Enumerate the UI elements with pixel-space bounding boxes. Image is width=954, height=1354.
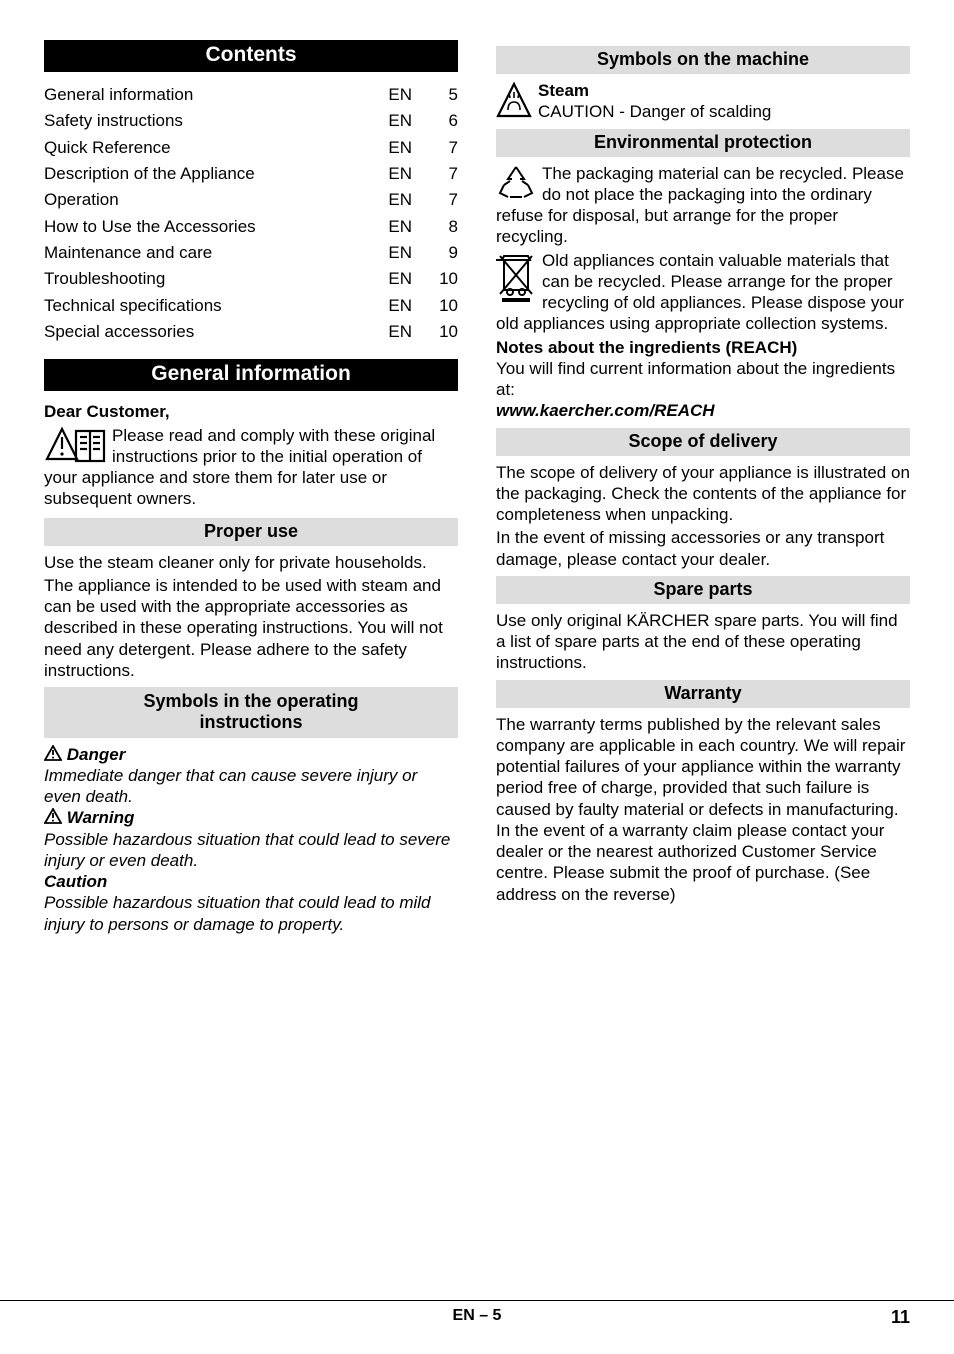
toc-row: Quick ReferenceEN7: [44, 135, 458, 161]
danger-label: Danger: [67, 745, 126, 764]
caution-body: Possible hazardous situation that could …: [44, 892, 458, 935]
env-p1: The packaging material can be recycled. …: [496, 163, 910, 248]
symbols-machine-heading: Symbols on the machine: [496, 46, 910, 74]
caution-label: Caution: [44, 871, 458, 892]
toc-row: OperationEN7: [44, 187, 458, 213]
toc-row: Maintenance and careEN9: [44, 240, 458, 266]
toc-page: 7: [430, 161, 458, 187]
danger-body: Immediate danger that can cause severe i…: [44, 765, 458, 808]
reach-body: You will find current information about …: [496, 358, 910, 401]
toc-page: 6: [430, 108, 458, 134]
warranty-body: The warranty terms published by the rele…: [496, 714, 910, 905]
toc-title: Technical specifications: [44, 293, 384, 319]
proper-use-heading: Proper use: [44, 518, 458, 546]
steam-block: Steam CAUTION - Danger of scalding: [496, 80, 910, 123]
toc-lang: EN: [384, 240, 430, 266]
page-footer: EN – 5 11: [0, 1300, 954, 1328]
scope-heading: Scope of delivery: [496, 428, 910, 456]
toc-page: 8: [430, 214, 458, 240]
spare-body: Use only original KÄRCHER spare parts. Y…: [496, 610, 910, 674]
toc-row: Technical specificationsEN10: [44, 293, 458, 319]
toc: General informationEN5Safety instruction…: [44, 82, 458, 345]
toc-title: General information: [44, 82, 384, 108]
scope-p2: In the event of missing accessories or a…: [496, 527, 910, 570]
toc-lang: EN: [384, 135, 430, 161]
spare-heading: Spare parts: [496, 576, 910, 604]
danger-line: Danger: [44, 744, 458, 765]
toc-row: Special accessoriesEN10: [44, 319, 458, 345]
warranty-heading: Warranty: [496, 680, 910, 708]
toc-title: Safety instructions: [44, 108, 384, 134]
toc-page: 9: [430, 240, 458, 266]
toc-lang: EN: [384, 319, 430, 345]
toc-title: Special accessories: [44, 319, 384, 345]
toc-page: 10: [430, 319, 458, 345]
steam-body: CAUTION - Danger of scalding: [538, 101, 771, 122]
dear-customer-label: Dear Customer,: [44, 401, 458, 422]
toc-page: 5: [430, 82, 458, 108]
reach-url: www.kaercher.com/REACH: [496, 400, 910, 421]
reach-label: Notes about the ingredients (REACH): [496, 337, 910, 358]
toc-lang: EN: [384, 82, 430, 108]
toc-lang: EN: [384, 161, 430, 187]
toc-page: 7: [430, 187, 458, 213]
symbols-operating-heading: Symbols in the operating instructions: [44, 687, 458, 737]
toc-title: Quick Reference: [44, 135, 384, 161]
toc-lang: EN: [384, 108, 430, 134]
steam-warning-icon: [496, 80, 532, 120]
toc-title: How to Use the Accessories: [44, 214, 384, 240]
toc-title: Operation: [44, 187, 384, 213]
footer-center: EN – 5: [0, 1307, 954, 1325]
toc-row: How to Use the AccessoriesEN8: [44, 214, 458, 240]
crossed-bin-icon: [496, 250, 536, 304]
contents-heading: Contents: [44, 40, 458, 72]
toc-page: 10: [430, 266, 458, 292]
proper-use-p1: Use the steam cleaner only for private h…: [44, 552, 458, 573]
warning-triangle-icon: [44, 745, 62, 761]
toc-page: 7: [430, 135, 458, 161]
toc-lang: EN: [384, 214, 430, 240]
toc-row: TroubleshootingEN10: [44, 266, 458, 292]
proper-use-p2: The appliance is intended to be used wit…: [44, 575, 458, 681]
general-information-heading: General information: [44, 359, 458, 391]
toc-row: Description of the ApplianceEN7: [44, 161, 458, 187]
warning-triangle-icon: [44, 808, 62, 824]
toc-row: Safety instructionsEN6: [44, 108, 458, 134]
toc-lang: EN: [384, 293, 430, 319]
read-manual-icon: [44, 425, 106, 465]
warning-line: Warning: [44, 807, 458, 828]
warning-body: Possible hazardous situation that could …: [44, 829, 458, 872]
toc-title: Maintenance and care: [44, 240, 384, 266]
scope-p1: The scope of delivery of your appliance …: [496, 462, 910, 526]
steam-label: Steam: [538, 80, 771, 101]
env-p2: Old appliances contain valuable material…: [496, 250, 910, 335]
toc-page: 10: [430, 293, 458, 319]
recycle-icon: [496, 163, 536, 203]
dear-customer-body: Please read and comply with these origin…: [44, 425, 458, 510]
toc-title: Description of the Appliance: [44, 161, 384, 187]
warning-label: Warning: [67, 808, 135, 827]
toc-lang: EN: [384, 266, 430, 292]
toc-lang: EN: [384, 187, 430, 213]
toc-title: Troubleshooting: [44, 266, 384, 292]
environmental-heading: Environmental protection: [496, 129, 910, 157]
toc-row: General informationEN5: [44, 82, 458, 108]
